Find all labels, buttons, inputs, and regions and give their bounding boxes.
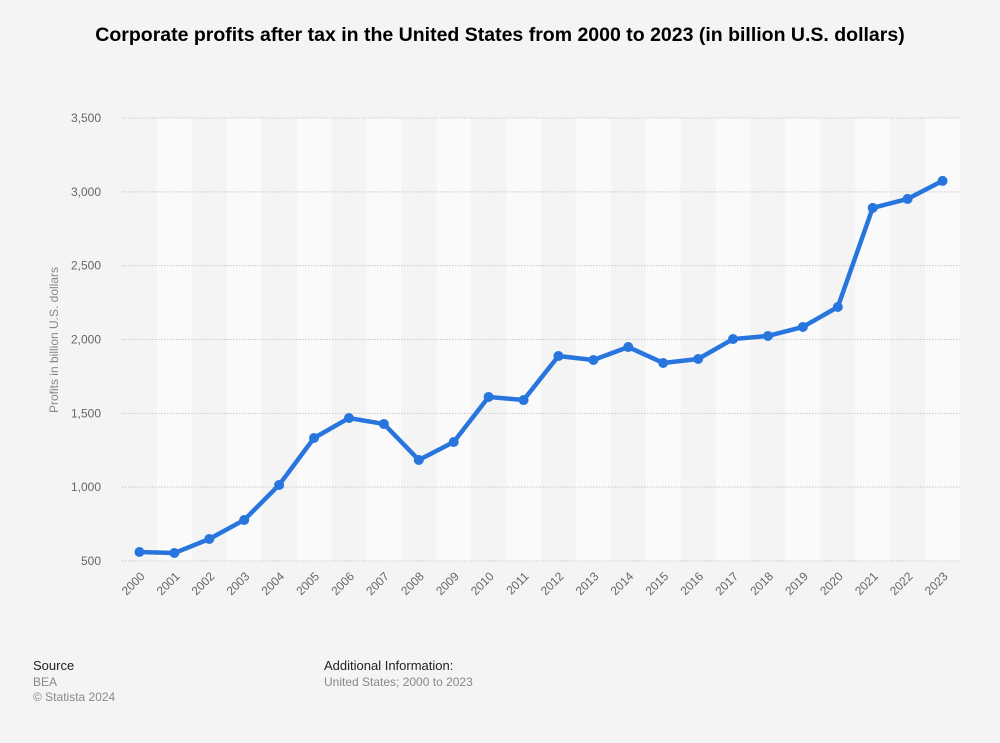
x-tick-label: 2003 xyxy=(224,569,253,598)
x-tick-label: 2006 xyxy=(328,569,357,598)
x-tick-label: 2013 xyxy=(573,569,602,598)
x-tick-label: 2001 xyxy=(154,569,183,598)
x-tick-label: 2021 xyxy=(852,569,881,598)
data-point xyxy=(169,548,180,559)
data-point xyxy=(378,418,389,429)
data-point xyxy=(693,353,704,364)
y-tick-label: 2,000 xyxy=(71,333,101,347)
data-point xyxy=(343,413,354,424)
source-value: BEA xyxy=(33,675,58,689)
x-tick-label: 2011 xyxy=(504,569,532,597)
y-axis-label: Profits in billion U.S. dollars xyxy=(47,267,61,413)
y-tick-label: 500 xyxy=(81,554,101,568)
data-point xyxy=(762,330,773,341)
x-tick-label: 2018 xyxy=(747,569,776,598)
x-tick-label: 2023 xyxy=(922,569,951,598)
y-tick-label: 3,500 xyxy=(71,111,101,125)
data-point xyxy=(728,334,739,345)
data-point xyxy=(832,302,843,313)
data-point xyxy=(274,479,285,490)
data-point xyxy=(448,436,459,447)
data-point xyxy=(937,175,948,186)
data-point xyxy=(902,193,913,204)
x-tick-label: 2017 xyxy=(712,569,741,598)
x-tick-label: 2008 xyxy=(398,569,427,598)
source-heading: Source xyxy=(33,658,75,673)
y-tick-label: 2,500 xyxy=(71,259,101,273)
data-point xyxy=(867,202,878,213)
data-point xyxy=(309,432,320,443)
data-point xyxy=(588,355,599,366)
additional-info-heading: Additional Information: xyxy=(324,658,454,673)
x-tick-label: 2020 xyxy=(817,569,846,598)
series-line xyxy=(134,175,948,559)
data-point xyxy=(239,514,250,525)
data-point xyxy=(483,391,494,402)
x-tick-label: 2014 xyxy=(608,569,637,598)
x-tick-label: 2009 xyxy=(433,569,462,598)
data-point xyxy=(413,454,424,465)
x-tick-label: 2015 xyxy=(643,569,672,598)
data-point xyxy=(553,351,564,362)
y-tick-label: 1,500 xyxy=(71,406,101,420)
data-point xyxy=(658,357,669,368)
x-tick-label: 2005 xyxy=(293,569,322,598)
data-point xyxy=(134,546,145,557)
x-tick-label: 2002 xyxy=(189,569,218,598)
x-tick-label: 2016 xyxy=(677,569,706,598)
data-point xyxy=(797,321,808,332)
data-point xyxy=(204,533,215,544)
data-point xyxy=(518,395,529,406)
series-line-path xyxy=(137,178,945,556)
x-tick-label: 2010 xyxy=(468,569,497,598)
data-point xyxy=(623,342,634,353)
column-band xyxy=(226,118,262,561)
chart-title: Corporate profits after tax in the Unite… xyxy=(95,24,905,46)
x-tick-label: 2000 xyxy=(119,569,148,598)
x-tick-label: 2022 xyxy=(887,569,916,598)
x-tick-label: 2012 xyxy=(538,569,567,598)
y-tick-label: 1,000 xyxy=(71,480,101,494)
column-band xyxy=(506,118,541,561)
x-tick-label: 2019 xyxy=(782,569,811,598)
y-tick-label: 3,000 xyxy=(71,185,101,199)
additional-info-value: United States; 2000 to 2023 xyxy=(324,675,473,689)
x-tick-label: 2007 xyxy=(363,569,392,598)
x-tick-label: 2004 xyxy=(258,569,287,598)
y-tick-labels: 500 1,000 1,500 2,000 2,500 3,000 3,500 xyxy=(71,111,101,568)
copyright: © Statista 2024 xyxy=(33,690,116,704)
x-tick-labels: 2000 2001 2002 2003 2004 2005 2006 2007 2008 2009… xyxy=(119,569,951,598)
